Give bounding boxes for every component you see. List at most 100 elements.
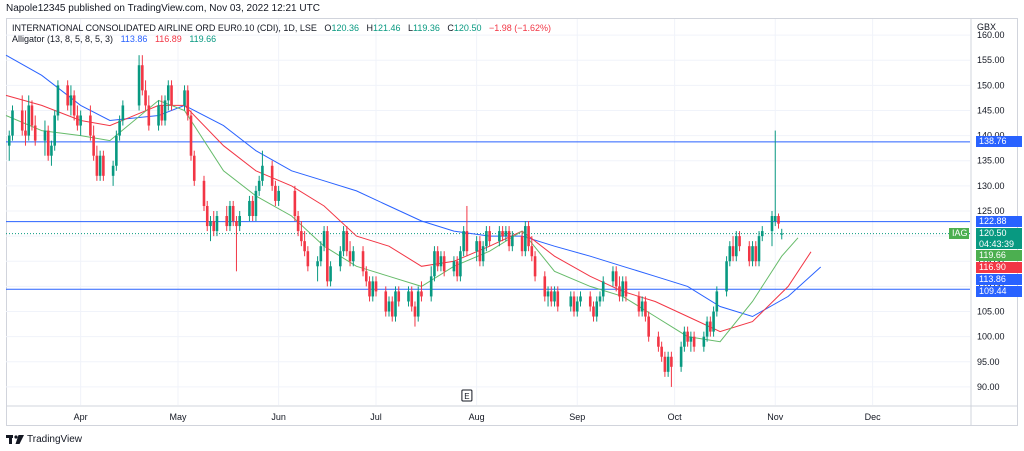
candle [277,185,280,206]
horizontal-levels[interactable] [6,141,970,290]
candle-body [72,95,76,116]
candle [731,236,735,262]
candle [192,150,196,186]
candle [780,228,784,240]
candle-body [326,231,329,282]
chart-legend: INTERNATIONAL CONSOLIDATED AIRLINE ORD E… [12,23,551,45]
x-tick-label: Oct [668,412,683,422]
candle-body [663,356,667,372]
candle [481,241,485,267]
y-tick-label: 135.00 [977,156,1005,166]
candle-body [254,190,258,217]
candle-body [225,216,229,227]
candle [390,296,394,322]
candle-body [773,216,777,222]
candle [189,110,193,161]
candle [46,125,50,161]
candle [56,80,60,121]
candle-body [212,221,216,232]
candle [530,236,534,262]
candle [504,226,508,242]
candle-body [141,65,144,91]
candle-body [556,291,560,307]
candle-body [488,231,491,242]
candle [76,105,79,131]
candle [498,226,501,247]
candle-body [303,241,306,252]
candle [361,246,365,277]
candle [575,296,579,317]
candle-body [546,291,550,297]
candle [715,286,719,317]
candle [702,331,706,352]
candle [595,296,599,322]
candle-body [231,205,235,222]
candle-body [592,306,595,317]
jaw-value: 113.86 [120,34,148,44]
candle [339,246,342,272]
indicator-row[interactable]: Alligator (13, 8, 5, 8, 5, 3) 113.86 116… [12,34,551,45]
y-tick-label: 140.00 [977,131,1005,141]
symbol-row: INTERNATIONAL CONSOLIDATED AIRLINE ORD E… [12,23,551,34]
candle [644,296,647,322]
candle [511,231,514,252]
candle [254,185,258,222]
candle [111,160,115,186]
candle-body [371,281,375,297]
alligator-indicator [5,54,822,343]
candle [598,291,602,307]
low-value: 119.36 [413,23,440,33]
candle-body [455,261,459,277]
earnings-event-marker[interactable]: E [461,389,473,402]
candle-body [160,105,164,121]
candle-body [420,291,423,297]
candle [614,266,618,292]
tradingview-logo-icon [6,434,24,444]
candle-body [731,246,735,257]
candle [527,221,530,252]
candle [420,281,423,302]
candle-body [76,115,79,126]
candle-body [192,155,196,181]
candle [709,316,712,337]
candle [705,316,709,342]
price-label: 120.50 04:43:39 [976,228,1022,250]
low-label: L [408,23,414,33]
candle-body [640,301,644,312]
candle [413,301,417,327]
price-label: 138.76 [976,136,1022,148]
top-bar: Napole12345 published on TradingView.com… [0,0,1024,18]
countdown-label: 04:43:39 [979,239,1015,250]
candle [455,256,459,282]
candle-body [728,246,732,262]
event-marker-box[interactable] [461,389,473,402]
close-value: 120.50 [453,23,482,33]
x-tick-label: Aug [469,412,485,422]
candle-body [235,221,238,227]
candle [92,125,95,161]
price-label: 113.86 [976,274,1022,286]
candle [225,205,229,232]
candle-body [319,246,323,262]
candle [364,266,368,287]
high-label: H [366,23,373,33]
candles [7,55,784,387]
candle-body [621,281,625,297]
y-tick-label: 95.00 [977,357,1000,367]
candle [543,271,547,302]
candle-body [780,233,784,235]
candle [326,226,329,287]
candle [209,216,212,242]
candle [30,100,34,131]
candle [689,331,693,352]
y-tick-label: 100.00 [977,332,1005,342]
candle [33,115,37,146]
candle-body [274,185,277,201]
candle [660,341,663,362]
candle-body [170,85,173,106]
candle [235,216,238,272]
candle [621,276,625,302]
candle [601,276,605,302]
candle [751,241,754,267]
